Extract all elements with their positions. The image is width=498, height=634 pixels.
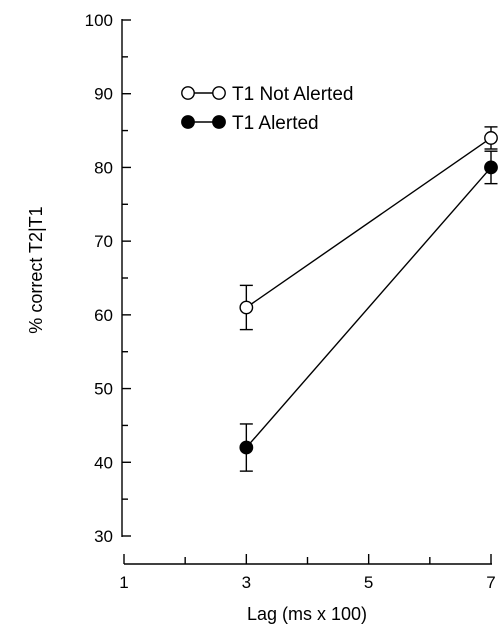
series-line	[245, 137, 492, 309]
y-tick-label: 90	[94, 85, 113, 104]
plot-area	[239, 126, 498, 472]
series-2	[239, 150, 498, 472]
data-point	[239, 440, 254, 455]
axes: 30 40 50 60 70 80 90 100 1 3 5 7	[85, 11, 496, 592]
x-axis-title: Lag (ms x 100)	[247, 604, 367, 624]
legend-label: T1 Not Alerted	[232, 84, 353, 105]
legend-item-2: T1 Alerted	[181, 113, 319, 134]
series-1	[239, 126, 498, 331]
y-tick-label: 30	[94, 527, 113, 546]
data-point	[239, 300, 254, 315]
legend-marker-right	[212, 86, 226, 100]
y-tick-label: 40	[94, 453, 113, 472]
x-tick-label: 7	[486, 573, 495, 592]
legend-marker-right	[212, 115, 226, 129]
y-tick-label: 50	[94, 380, 113, 399]
y-tick-label: 70	[94, 232, 113, 251]
y-tick-label: 100	[85, 11, 113, 30]
y-axis-title: % correct T2|T1	[26, 206, 46, 333]
legend: T1 Not Alerted T1 Alerted	[181, 84, 353, 134]
legend-item-1: T1 Not Alerted	[181, 84, 353, 105]
y-tick-label: 80	[94, 158, 113, 177]
y-tick-label: 60	[94, 306, 113, 325]
x-tick-label: 5	[364, 573, 373, 592]
legend-marker-left	[181, 115, 195, 129]
x-tick-label: 1	[119, 573, 128, 592]
series-line	[245, 166, 492, 449]
data-point	[484, 131, 498, 145]
legend-label: T1 Alerted	[232, 113, 319, 134]
x-tick-label: 3	[242, 573, 251, 592]
legend-marker-left	[181, 86, 195, 100]
data-point	[484, 160, 498, 175]
